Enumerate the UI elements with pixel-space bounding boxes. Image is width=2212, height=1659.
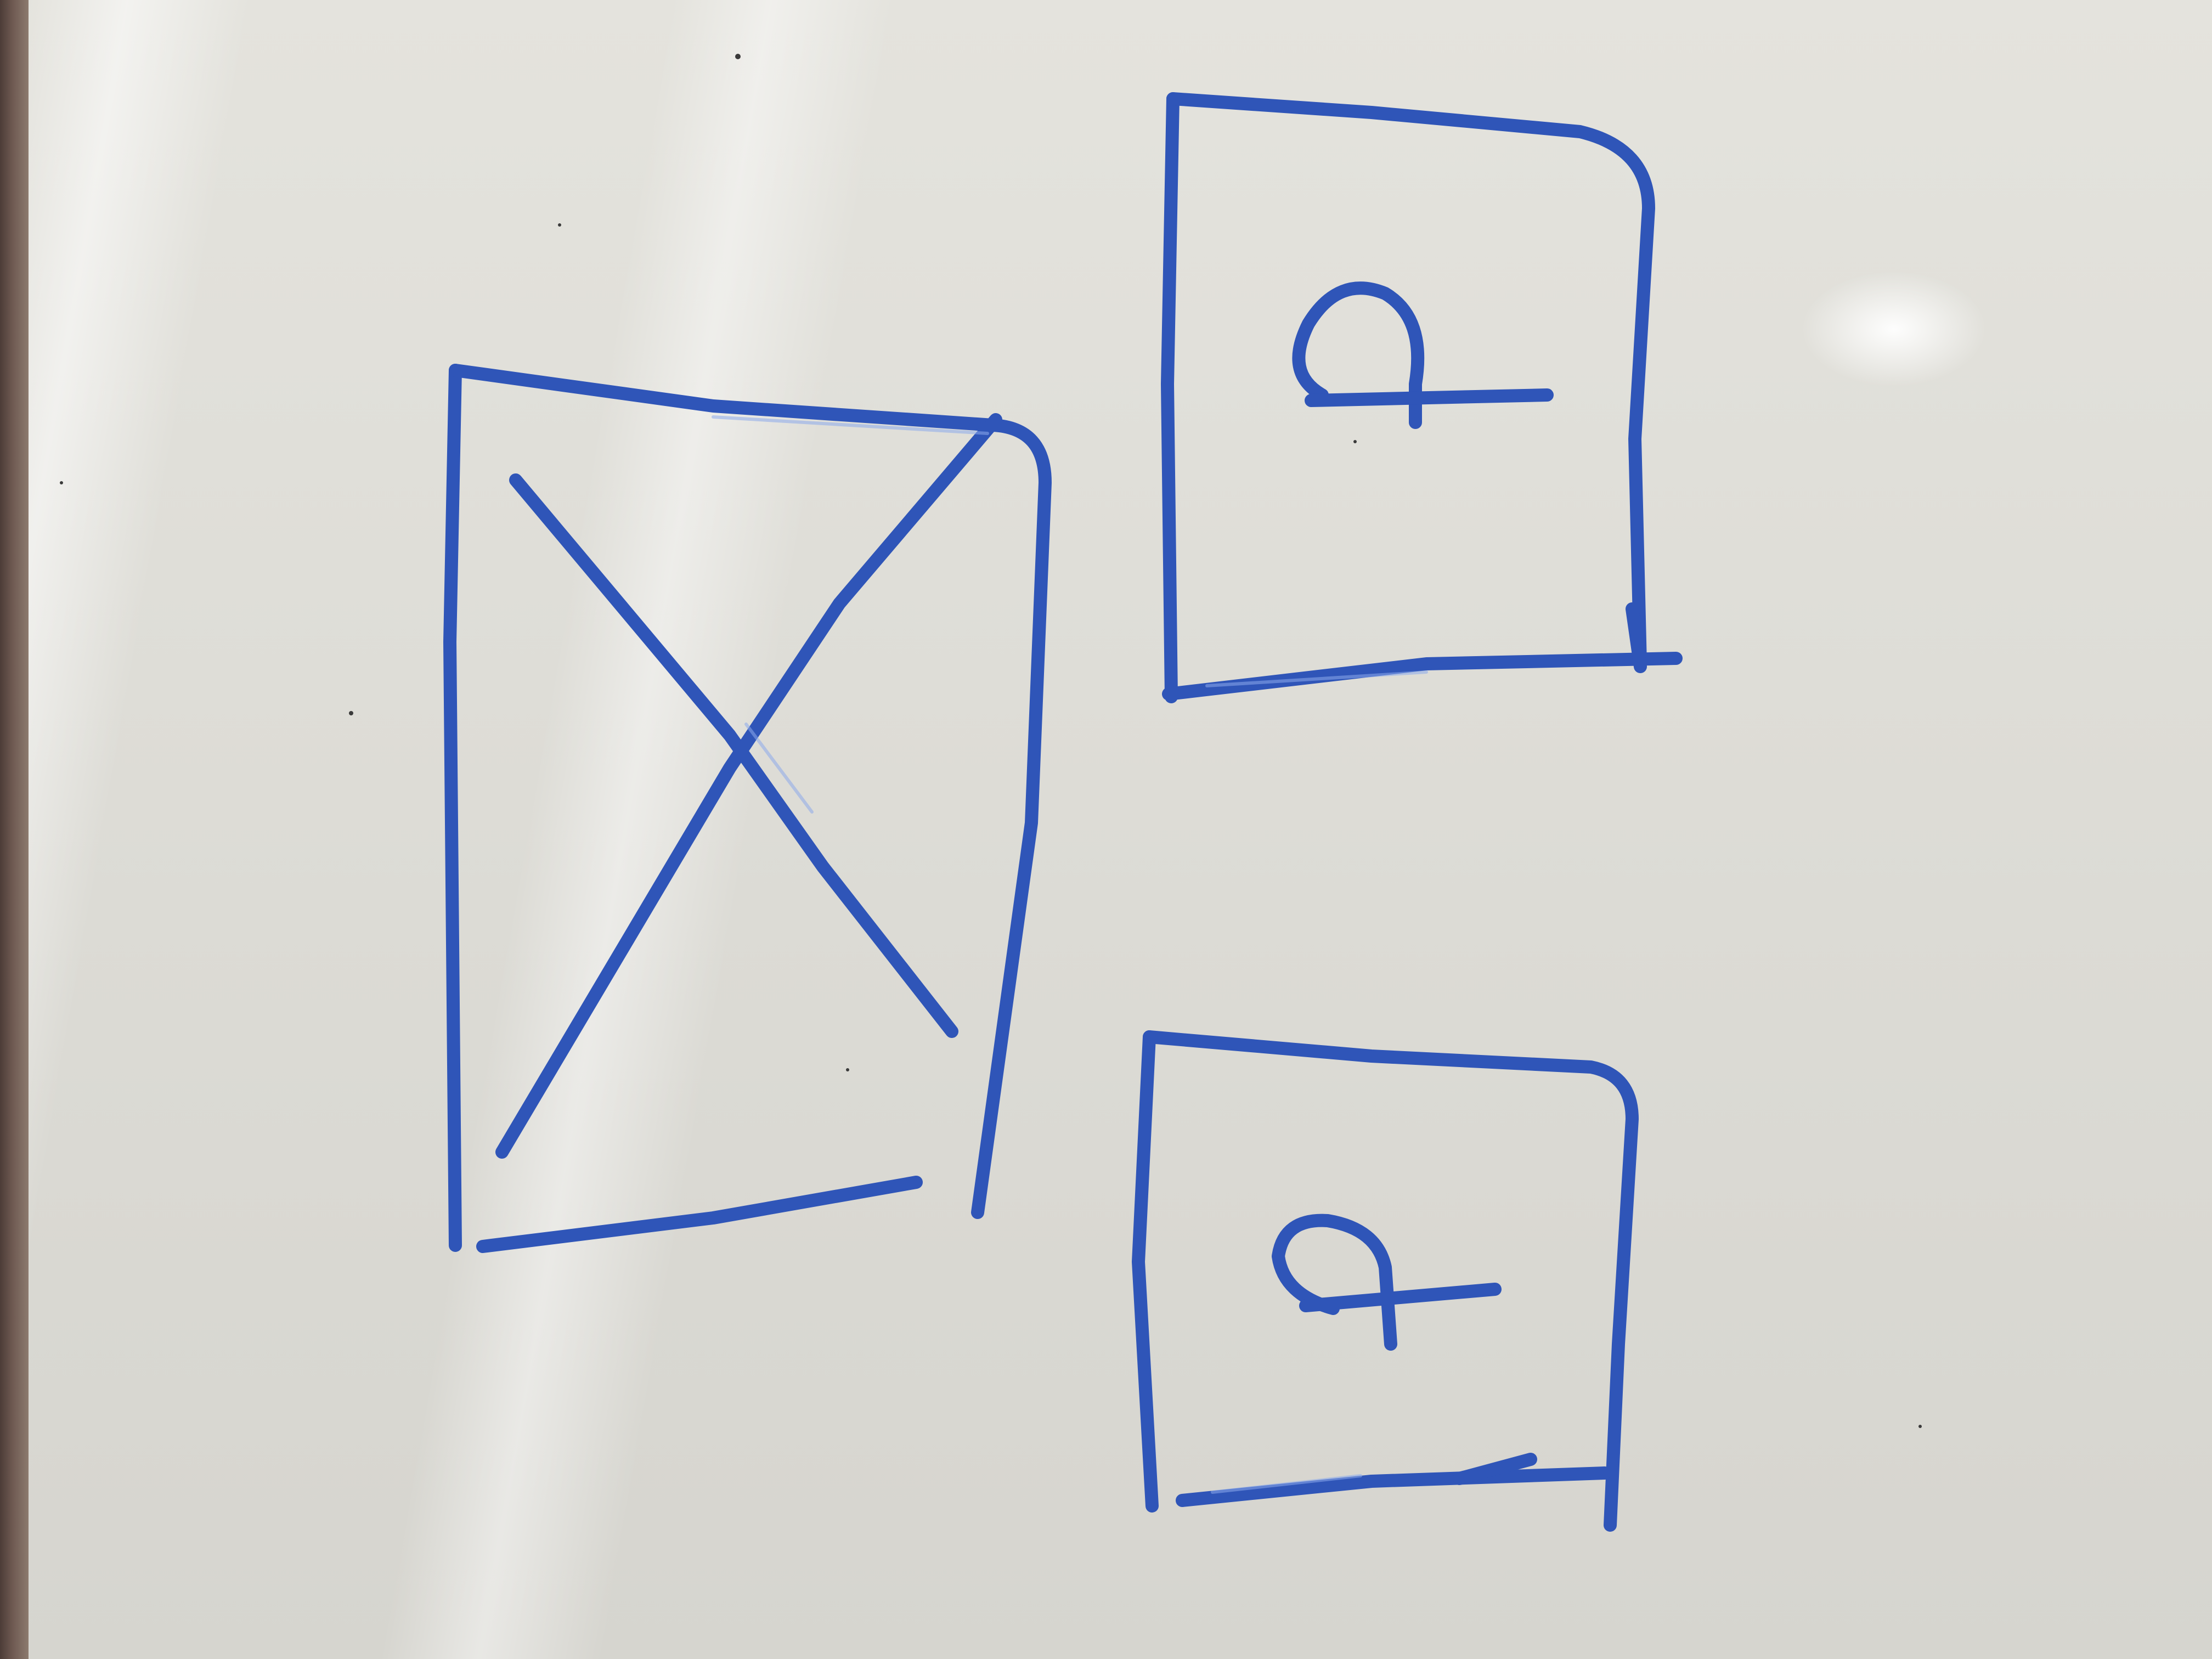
bottom-loop-symbol xyxy=(1272,1214,1397,1351)
marker-gloss xyxy=(712,415,1428,1494)
marker-strokes xyxy=(443,92,1683,1532)
whiteboard-surface xyxy=(29,0,2212,1659)
whiteboard-frame-edge xyxy=(0,0,29,1659)
crossed-rectangle-icon xyxy=(443,364,1052,1253)
top-loop-symbol xyxy=(1292,281,1425,429)
crossed-rectangle-diagonal-a xyxy=(509,473,958,1038)
top-square-tick xyxy=(1626,602,1647,673)
square-with-loop-symbol-icon-top xyxy=(1161,92,1683,703)
crossed-rectangle-right-edge xyxy=(971,419,1052,1219)
bottom-loop-symbol-bar xyxy=(1299,1283,1502,1312)
crossed-rectangle-left-edge xyxy=(443,364,462,1252)
top-square-bottom-edge xyxy=(1162,652,1683,701)
top-square-top-edge xyxy=(1166,92,1655,670)
crossed-rectangle-diagonal-b xyxy=(495,413,1002,1159)
bottom-square-inner-tick xyxy=(1453,1453,1537,1485)
crossed-rectangle-bottom-edge xyxy=(476,1176,923,1253)
top-loop-symbol-bar xyxy=(1305,388,1554,407)
bottom-square-left-edge xyxy=(1132,1030,1159,1513)
square-with-loop-symbol-icon-bottom xyxy=(1132,1030,1639,1532)
crossed-rectangle-top-edge xyxy=(449,364,1000,432)
board-specks xyxy=(60,54,1922,1428)
bottom-square-top-edge xyxy=(1143,1030,1639,1532)
bottom-square-bottom-edge xyxy=(1176,1466,1611,1507)
top-square-left-edge xyxy=(1161,92,1180,703)
